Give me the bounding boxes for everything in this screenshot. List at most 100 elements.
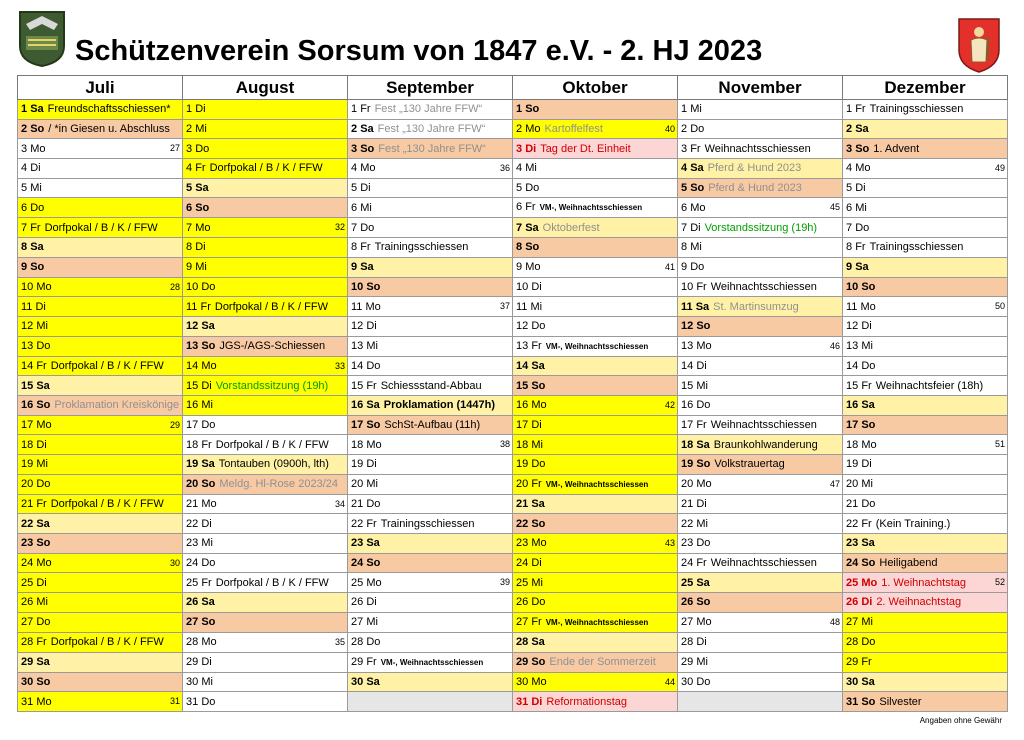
week-number: 39 (499, 577, 510, 588)
day-cell-october: 28 Sa (512, 631, 678, 653)
day-number: 1 (846, 103, 853, 116)
event-label: Fest „130 Jahre FFW“ (374, 103, 483, 116)
weekday: Do (696, 399, 711, 412)
day-row: 18 Di 18 Fr Dorfpokal / B / K / FFW 18 Mo 38… (17, 434, 1008, 455)
day-cell-december: 9 Sa (842, 256, 1008, 278)
weekday: Mi (531, 438, 543, 451)
day-row: 22 Sa 22 Di 22 Fr Trainingsschiessen 22 So 22… (17, 513, 1008, 535)
day-number: 29 (186, 656, 199, 668)
day-number: 15 (351, 379, 364, 392)
weekday: Do (525, 182, 540, 195)
weekday: Sa (855, 123, 869, 136)
day-cell-october: 22 So (512, 513, 678, 535)
day-cell-august: 1 Di (182, 99, 348, 120)
event-label: JGS-/AGS-Schiessen (219, 340, 326, 353)
day-cell-november: 11 Sa St. Martinsumzug (677, 296, 843, 317)
weekday: Mo (861, 438, 877, 451)
weekday: Fr (861, 517, 872, 530)
week-number: 44 (664, 676, 675, 687)
day-number: 20 (681, 478, 694, 491)
weekday: Sa (366, 399, 380, 412)
day-row: 23 So 23 Mi 23 Sa 23 Mo 43 23 Do 23 Sa (17, 533, 1008, 554)
day-cell-september: 19 Di (347, 454, 513, 475)
weekday: Mi (690, 241, 702, 254)
day-cell-november: 30 Do (677, 671, 843, 693)
day-cell-november: 5 So Pferd & Hund 2023 (677, 177, 843, 199)
event-label: VM-, Weihnachtsschiessen (539, 203, 643, 213)
day-cell-september: 12 Di (347, 315, 513, 337)
event-label: 1. Advent (873, 142, 920, 155)
weekday: Fr (696, 418, 707, 431)
day-number: 31 (516, 695, 529, 708)
day-cell-november: 15 Mi (677, 375, 843, 396)
day-number: 3 (351, 142, 358, 155)
weekday: Sa (531, 498, 545, 511)
day-cell-october: 5 Do (512, 177, 678, 199)
day-number: 25 (681, 576, 694, 589)
day-number: 24 (846, 557, 859, 570)
event-label: Dorfpokal / B / K / FFW (209, 162, 323, 175)
day-number: 15 (681, 379, 694, 392)
weekday: Sa (861, 537, 875, 550)
day-row: 6 Do 6 So 6 Mi 6 Fr VM-, Weihnachtsschiessen… (17, 197, 1008, 219)
weekday: Do (360, 221, 375, 234)
day-cell-september: 28 Do (347, 631, 513, 653)
day-number: 17 (516, 418, 529, 431)
weekday: Mo (36, 695, 52, 708)
day-cell-november: 7 Di Vorstandssitzung (19h) (677, 217, 843, 239)
event-label: Dorfpokal / B / K / FFW (44, 221, 158, 234)
event-label: Weihnachtsfeier (18h) (875, 379, 984, 392)
day-cell-october: 23 Mo 43 (512, 533, 678, 554)
weekday: Sa (36, 656, 50, 668)
day-number: 21 (186, 498, 199, 511)
day-number: 13 (846, 340, 859, 353)
event-label: Pferd & Hund 2023 (707, 162, 802, 175)
day-number: 28 (351, 636, 364, 649)
weekday: Di (696, 498, 707, 511)
event-label: Kartoffelfest (544, 123, 603, 136)
day-number: 24 (681, 557, 694, 570)
weekday: Do (696, 537, 711, 550)
weekday: So (531, 517, 546, 530)
day-cell-july: 5 Mi (17, 177, 183, 199)
day-number: 4 (681, 162, 688, 175)
day-cell-september: 27 Mi (347, 611, 513, 633)
weekday: Mi (531, 576, 543, 589)
day-cell-december: 25 Mo 1. Weihnachtstag 52 (842, 572, 1008, 594)
weekday: Mo (690, 201, 706, 214)
day-row: 4 Di 4 Fr Dorfpokal / B / K / FFW 4 Mo 36 4 M… (17, 158, 1008, 179)
day-cell-october: 21 Sa (512, 493, 678, 515)
day-cell-october: 15 So (512, 375, 678, 396)
day-cell-july: 25 Di (17, 572, 183, 594)
day-cell-december: 7 Do (842, 217, 1008, 239)
day-cell-august: 3 Do (182, 138, 348, 160)
weekday: So (360, 142, 375, 155)
weekday: Mo (36, 418, 52, 431)
event-label: Dorfpokal / B / K / FFW (214, 300, 328, 313)
day-cell-july: 10 Mo 28 (17, 276, 183, 298)
day-number: 9 (681, 261, 688, 274)
day-cell-november: 14 Di (677, 355, 843, 377)
weekday: So (696, 320, 711, 333)
event-label: Trainingsschiessen (374, 241, 469, 254)
day-cell-december: 2 Sa (842, 118, 1008, 140)
day-number: 16 (21, 399, 34, 412)
day-number: 17 (186, 418, 199, 431)
day-row: 5 Mi 5 Sa 5 Di 5 Do 5 So Pferd & Hund 2023 5 D… (17, 177, 1008, 199)
weekday: Mo (531, 675, 547, 688)
day-row: 10 Mo 28 10 Do 10 So 10 Di 10 Fr Weihnachtssch… (17, 276, 1008, 298)
weekday: Do (696, 675, 711, 688)
day-cell-september: 23 Sa (347, 533, 513, 554)
day-number: 18 (681, 438, 694, 451)
weekday: Mi (36, 320, 48, 333)
day-cell-december: 15 Fr Weihnachtsfeier (18h) (842, 375, 1008, 396)
day-cell-july: 14 Fr Dorfpokal / B / K / FFW (17, 355, 183, 377)
day-cell-september: 22 Fr Trainingsschiessen (347, 513, 513, 535)
day-cell-july: 15 Sa (17, 375, 183, 396)
day-number: 13 (186, 340, 199, 353)
day-row: 12 Mi 12 Sa 12 Di 12 Do 12 So 12 Di (17, 315, 1008, 337)
day-row: 3 Mo 27 3 Do 3 So Fest „130 Jahre FFW“ 3 Di Ta… (17, 138, 1008, 160)
weekday: Do (195, 142, 210, 155)
weekday: Di (201, 379, 212, 392)
week-number: 38 (499, 439, 510, 450)
